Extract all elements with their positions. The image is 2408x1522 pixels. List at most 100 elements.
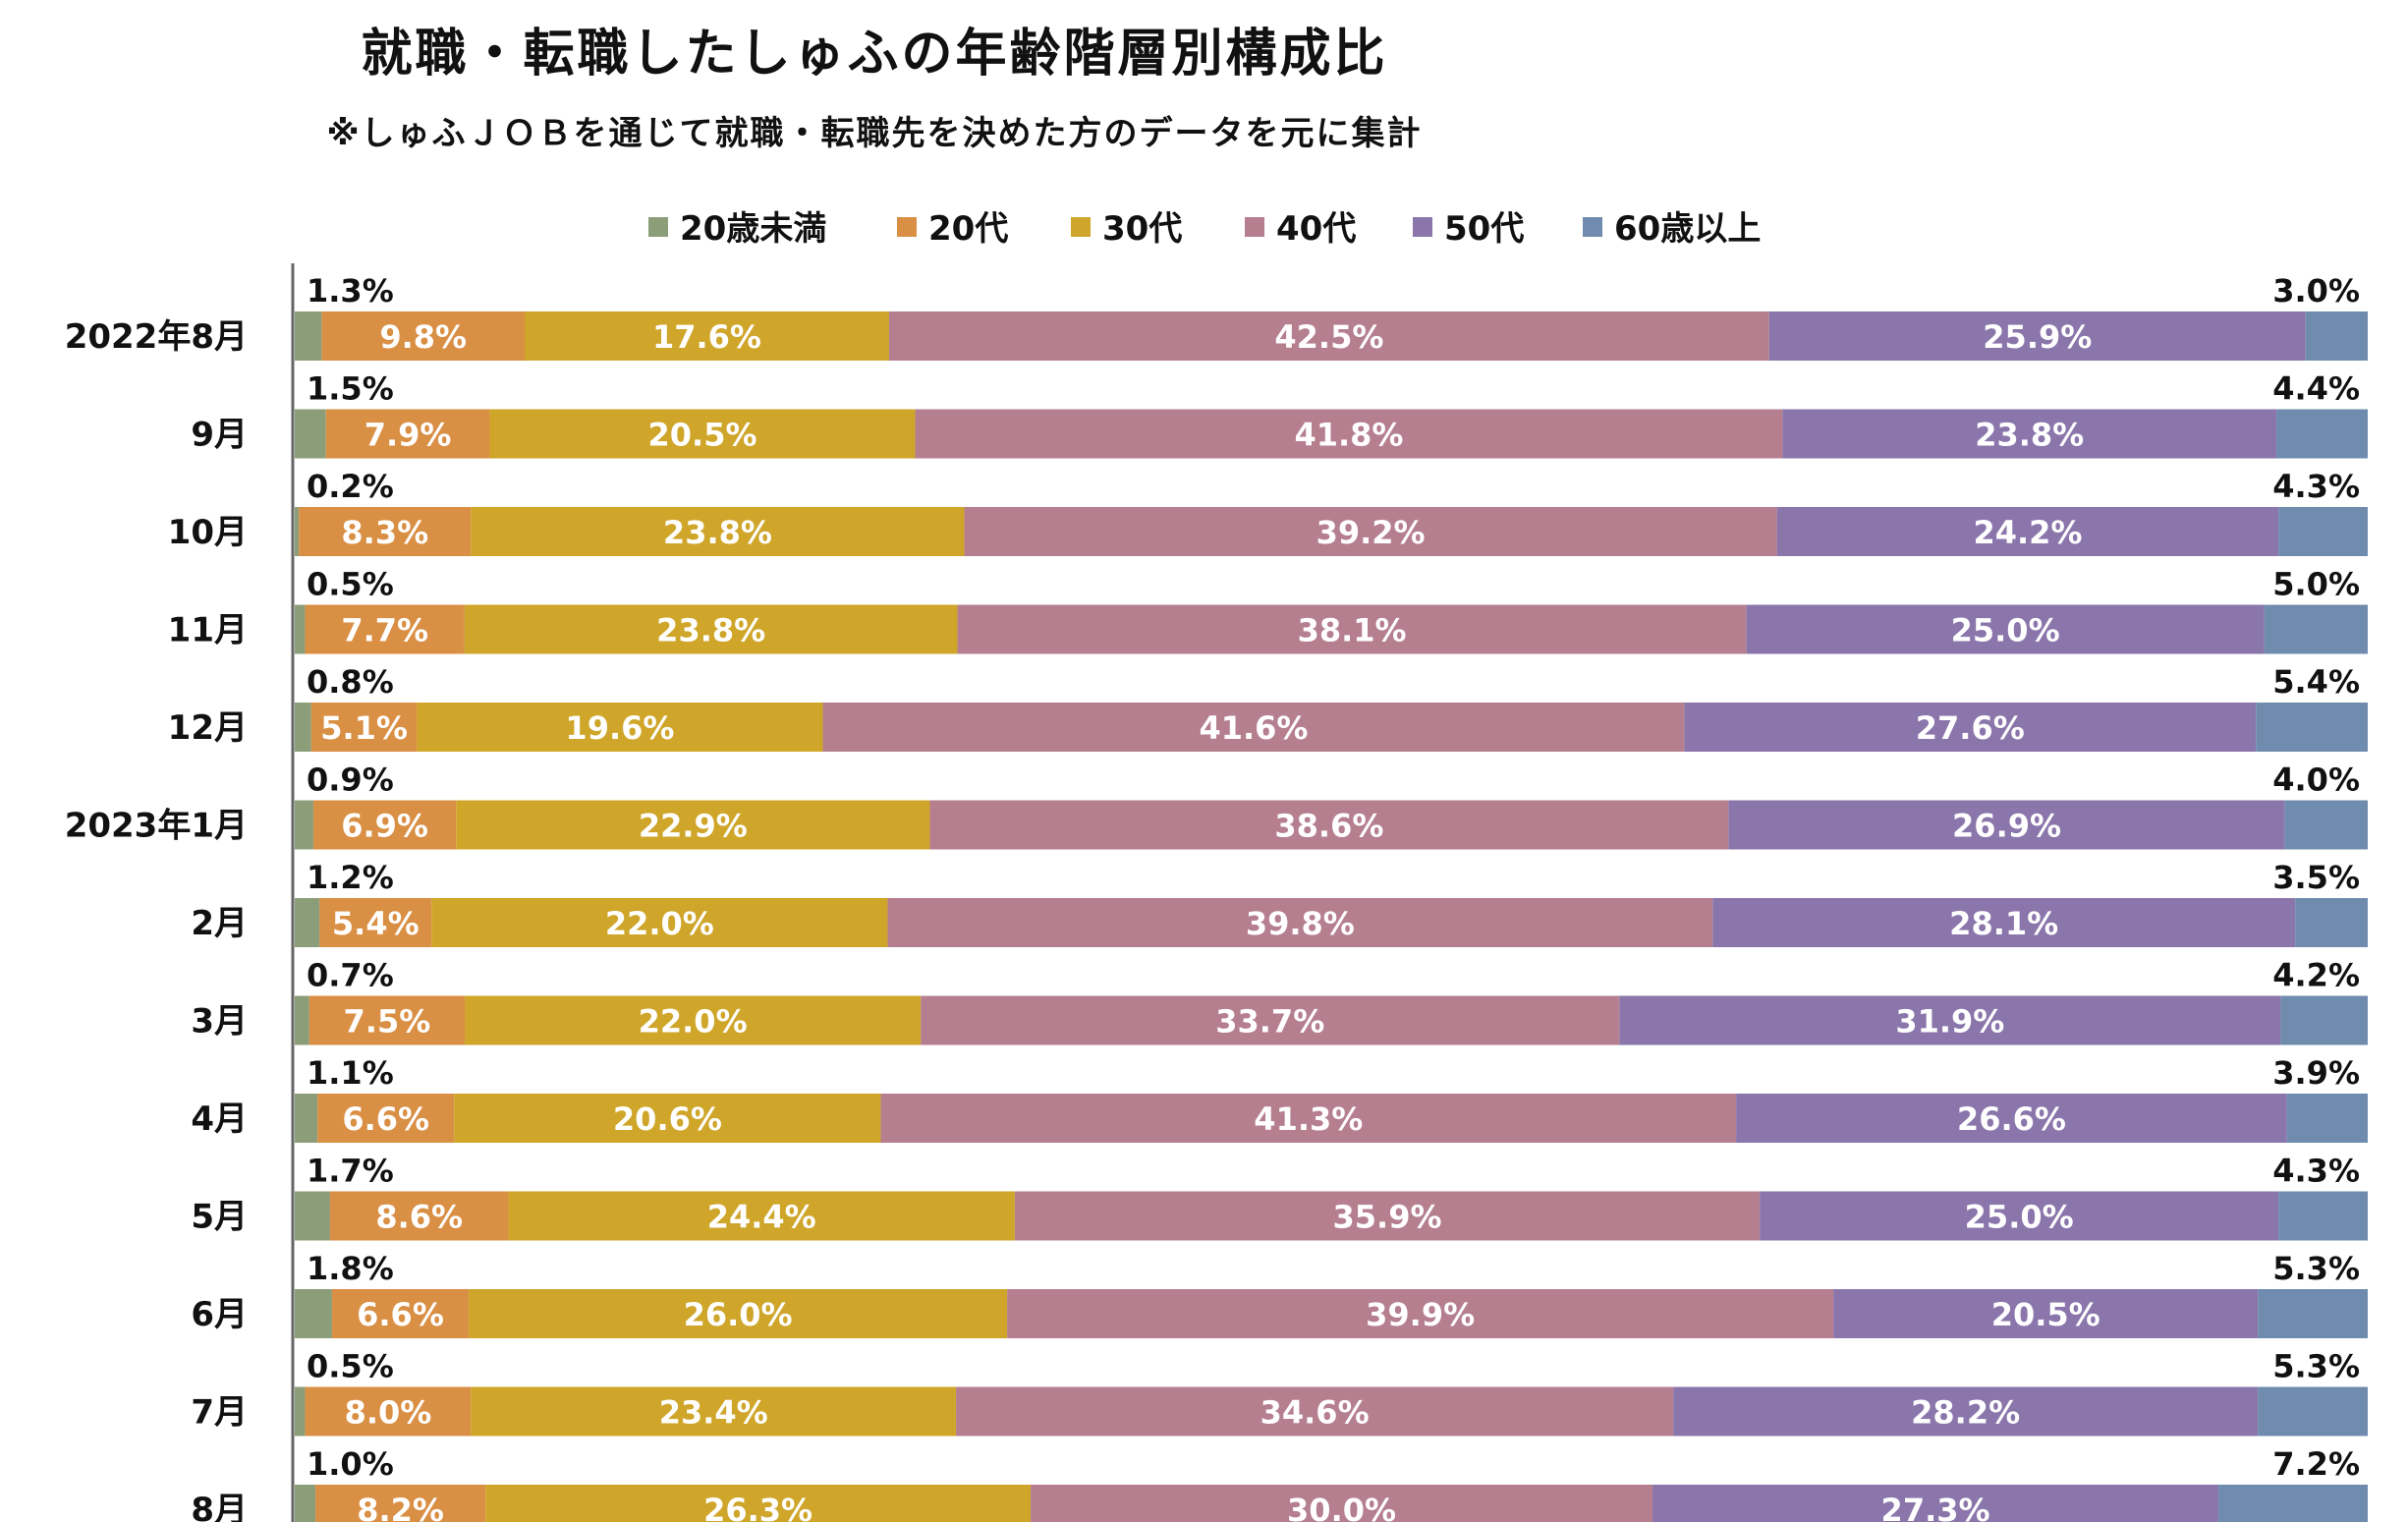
data-label-4-1: 0.5%	[307, 566, 394, 603]
data-label-7-4: 39.8%	[1246, 905, 1355, 942]
bar-segment-4-3	[464, 604, 958, 654]
bar-segment-1-6	[2305, 311, 2368, 361]
bar-segment-11-6	[2258, 1289, 2368, 1338]
bar-segment-6-6	[2284, 800, 2368, 850]
bar-segment-10-5	[1760, 1191, 2279, 1241]
bar-segment-5-2	[310, 703, 418, 752]
bar-segment-11-2	[331, 1289, 470, 1338]
data-label-3-6: 4.3%	[2272, 468, 2360, 505]
data-label-8-1: 0.7%	[307, 957, 394, 994]
bar-segment-12-6	[2258, 1386, 2368, 1437]
data-label-3-2: 8.3%	[341, 514, 428, 551]
data-label-13-2: 8.2%	[357, 1492, 444, 1522]
bar-segment-1-5	[1768, 311, 2306, 361]
bar-segment-4-2	[305, 604, 465, 654]
bar-segment-2-3	[489, 409, 916, 459]
data-label-12-4: 34.6%	[1260, 1394, 1370, 1432]
data-label-6-1: 0.9%	[307, 761, 394, 799]
bar-segment-3-4	[964, 507, 1777, 556]
data-label-11-3: 26.0%	[684, 1296, 793, 1333]
bar-segment-10-2	[329, 1191, 509, 1241]
data-label-10-6: 4.3%	[2272, 1153, 2360, 1190]
data-label-4-6: 5.0%	[2272, 566, 2360, 603]
data-label-2-5: 23.8%	[1975, 417, 2084, 454]
bars	[295, 311, 2368, 1522]
data-label-13-4: 30.0%	[1287, 1492, 1396, 1522]
bar-segment-5-6	[2256, 703, 2368, 752]
data-label-2-1: 1.5%	[307, 370, 394, 408]
data-label-3-3: 23.8%	[663, 514, 772, 551]
bar-segment-5-4	[822, 703, 1685, 752]
data-label-6-3: 22.9%	[639, 808, 748, 845]
category-label-9: 4月	[191, 1099, 248, 1139]
data-label-1-2: 9.8%	[379, 318, 467, 356]
legend-swatch-2	[897, 217, 917, 237]
bar-segment-6-3	[456, 800, 930, 850]
bar-segment-9-3	[454, 1094, 881, 1143]
data-label-12-1: 0.5%	[307, 1348, 394, 1385]
category-label-7: 2月	[191, 904, 248, 943]
legend-label-3: 30代	[1102, 209, 1182, 249]
bar-segment-1-2	[321, 311, 525, 361]
category-label-13: 8月	[191, 1491, 248, 1522]
category-label-11: 6月	[191, 1295, 248, 1334]
data-label-6-4: 38.6%	[1274, 808, 1383, 845]
data-label-11-1: 1.8%	[307, 1250, 394, 1287]
bar-segment-12-1	[295, 1386, 306, 1437]
bar-segment-4-1	[295, 604, 306, 654]
bar-segment-3-1	[295, 507, 300, 556]
data-label-12-3: 23.4%	[659, 1394, 768, 1432]
bar-segment-1-4	[888, 311, 1769, 361]
bar-segment-8-2	[308, 995, 466, 1045]
bar-segment-4-4	[957, 604, 1747, 654]
data-label-1-4: 42.5%	[1274, 318, 1383, 356]
data-label-8-3: 22.0%	[639, 1003, 748, 1041]
legend-swatch-1	[648, 217, 668, 237]
bar-segment-5-1	[295, 703, 311, 752]
bar-segment-8-3	[465, 995, 922, 1045]
bar-segment-11-4	[1007, 1289, 1834, 1338]
bar-segment-4-6	[2264, 604, 2368, 654]
chart-subtitle: ※しゅふＪＯＢを通じて就職・転職先を決めた方のデータを元に集計	[326, 114, 1423, 153]
bar-segment-2-5	[1782, 409, 2277, 459]
category-label-3: 10月	[168, 513, 248, 552]
category-label-4: 11月	[168, 611, 248, 650]
bar-segment-7-1	[295, 898, 320, 947]
bar-segment-5-3	[417, 703, 823, 752]
data-label-9-6: 3.9%	[2272, 1054, 2360, 1092]
bar-segment-10-3	[508, 1191, 1015, 1241]
data-labels: 9.8% 17.6% 42.5% 25.9% 1.3% 3.0% 7.9% 20.5% 41.8…	[307, 272, 2360, 1522]
data-label-6-2: 6.9%	[341, 808, 428, 845]
legend-label-5: 50代	[1444, 209, 1524, 249]
category-label-12: 7月	[191, 1393, 248, 1433]
category-label-8: 3月	[191, 1002, 248, 1042]
bar-segment-13-2	[315, 1485, 486, 1522]
bar-segment-1-1	[295, 311, 322, 361]
legend: 20歳未満 20代 30代 40代 50代 60歳以上	[648, 209, 1761, 249]
legend-label-4: 40代	[1276, 209, 1356, 249]
bar-segment-13-6	[2218, 1485, 2368, 1522]
data-label-3-4: 39.2%	[1316, 514, 1426, 551]
data-label-11-4: 39.9%	[1366, 1296, 1475, 1333]
bar-segment-13-4	[1031, 1485, 1653, 1522]
bar-segment-12-3	[471, 1386, 957, 1437]
bar-segment-4-5	[1746, 604, 2265, 654]
data-label-5-2: 5.1%	[320, 709, 408, 747]
data-label-2-4: 41.8%	[1294, 417, 1403, 454]
data-label-4-3: 23.8%	[656, 612, 765, 649]
data-label-4-5: 25.0%	[1951, 612, 2060, 649]
bar-segment-7-4	[887, 898, 1713, 947]
bar-segment-7-2	[319, 898, 432, 947]
data-label-3-5: 24.2%	[1973, 514, 2082, 551]
bar-segment-10-1	[295, 1191, 330, 1241]
bar-segment-13-3	[485, 1485, 1032, 1522]
bar-segment-9-5	[1736, 1094, 2287, 1143]
bar-segment-11-3	[469, 1289, 1008, 1338]
bar-segment-8-6	[2280, 995, 2368, 1045]
data-label-13-3: 26.3%	[703, 1492, 812, 1522]
data-label-10-4: 35.9%	[1333, 1199, 1442, 1236]
bar-segment-8-1	[295, 995, 309, 1045]
bar-segment-10-6	[2278, 1191, 2368, 1241]
data-label-1-3: 17.6%	[652, 318, 761, 356]
